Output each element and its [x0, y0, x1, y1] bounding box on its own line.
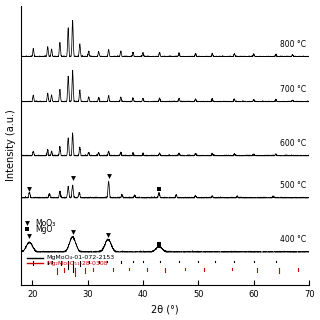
Text: 400 °C: 400 °C — [280, 236, 306, 244]
Text: MgO: MgO — [35, 225, 52, 234]
Y-axis label: Intensity (a.u.): Intensity (a.u.) — [5, 109, 16, 181]
Text: 800 °C: 800 °C — [280, 40, 306, 49]
X-axis label: 2θ (°): 2θ (°) — [151, 304, 179, 315]
Text: MgMoO₄-01-072-2153: MgMoO₄-01-072-2153 — [46, 255, 114, 260]
Text: 500 °C: 500 °C — [280, 181, 306, 190]
Text: 600 °C: 600 °C — [280, 139, 306, 148]
Text: MoO₃: MoO₃ — [35, 219, 55, 228]
Text: Mg₂Mo₃O₁₁-28-0308: Mg₂Mo₃O₁₁-28-0308 — [46, 261, 108, 266]
Text: 700 °C: 700 °C — [280, 85, 306, 94]
